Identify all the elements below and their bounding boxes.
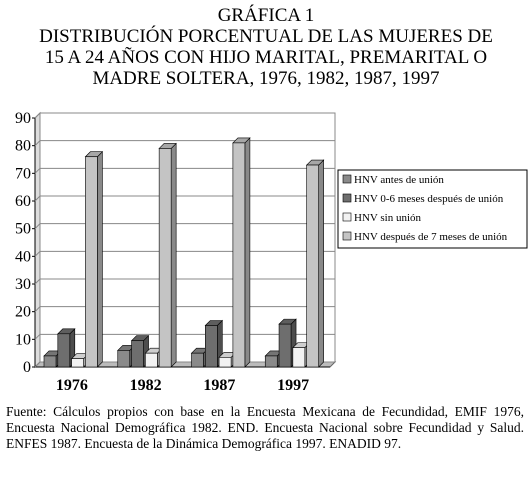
bar: [85, 156, 98, 368]
y-tick-label: 30: [15, 276, 31, 293]
legend-swatch: [342, 193, 352, 203]
y-tick-label: 10: [15, 331, 31, 348]
y-tick-label: 70: [15, 165, 31, 182]
x-tick-label: 1987: [203, 377, 235, 394]
bar: [191, 352, 204, 368]
legend: [337, 169, 528, 249]
bar-side: [318, 159, 324, 368]
bar: [131, 340, 144, 368]
bar: [117, 350, 131, 368]
legend-swatch: [342, 212, 352, 222]
grid-line: [34, 112, 335, 119]
x-tick-label: 1982: [130, 377, 162, 394]
bar: [232, 142, 246, 368]
bar: [43, 355, 57, 368]
chart-subtitle: 15 A 24 AÑOS CON HIJO MARITAL, PREMARITA…: [44, 47, 488, 68]
chart-subtitle: DISTRIBUCIÓN PORCENTUAL DE LAS MUJERES D…: [39, 26, 493, 47]
side-wall: [34, 111, 41, 369]
y-tick-label: 40: [15, 248, 31, 265]
y-tick-label: 0: [23, 359, 31, 376]
bar: [218, 357, 232, 368]
bar: [264, 355, 278, 368]
bar: [57, 333, 71, 368]
bar: [158, 148, 172, 368]
legend-label: HNV antes de unión: [354, 174, 444, 186]
bar: [71, 358, 84, 368]
bar: [278, 323, 292, 368]
legend-label: HNV sin unión: [354, 212, 422, 224]
bar: [205, 325, 218, 368]
legend-label: HNV después de 7 meses de unión: [354, 231, 508, 243]
x-tick-label: 1976: [56, 377, 88, 394]
y-tick-label: 50: [15, 221, 31, 238]
bar-side: [170, 142, 177, 368]
y-tick-label: 90: [15, 110, 31, 127]
y-tick-label: 80: [15, 138, 31, 155]
bar: [306, 164, 319, 368]
legend-swatch: [342, 231, 352, 241]
legend-swatch: [342, 174, 352, 184]
y-tick-label: 60: [15, 193, 31, 210]
chart-subtitle: MADRE SOLTERA, 1976, 1982, 1987, 1997: [92, 68, 440, 89]
legend-label: HNV 0-6 meses después de unión: [354, 193, 504, 205]
x-tick-label: 1997: [277, 377, 309, 394]
bar: [145, 352, 158, 368]
source-note: Fuente: Cálculos propios con base en la …: [6, 404, 524, 451]
y-tick-label: 20: [15, 304, 31, 321]
bar: [292, 347, 306, 368]
chart-title: GRÁFICA 1: [217, 5, 315, 26]
chart: 0 10 20 30 40 50 60 70 80 90 1976 1982 1987 1997 HNV a…: [15, 110, 528, 394]
bar-side: [244, 137, 251, 368]
bar-side: [97, 151, 103, 368]
